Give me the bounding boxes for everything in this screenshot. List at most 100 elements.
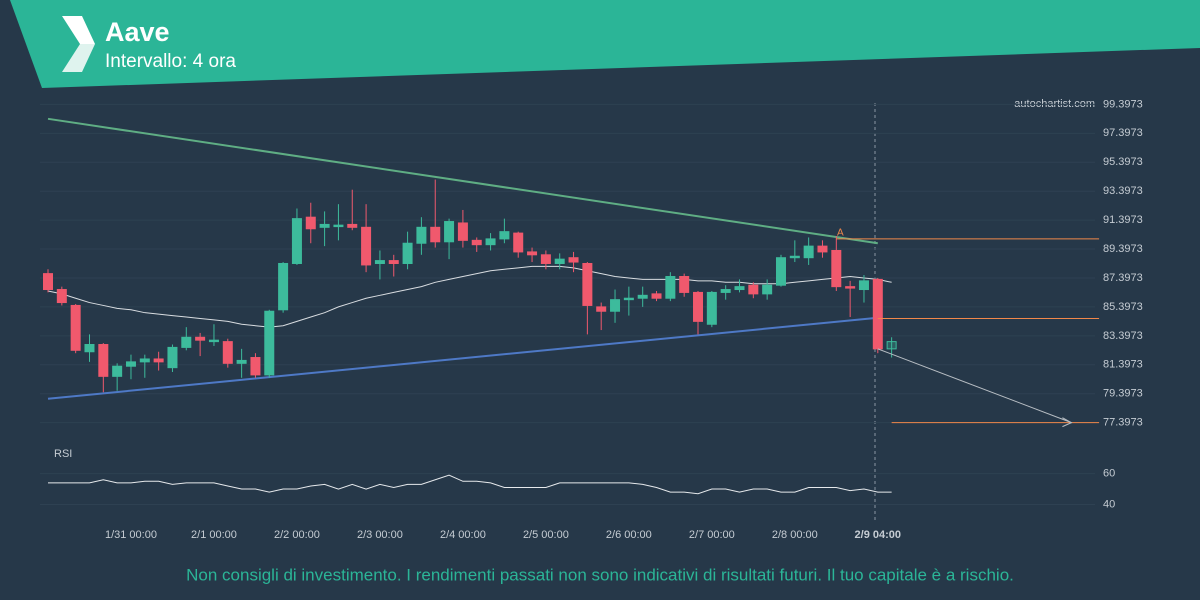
candle-body (305, 216, 316, 230)
x-tick-label: 2/2 00:00 (274, 529, 320, 541)
candle-body (70, 304, 81, 351)
y-tick-label: 79.3973 (1103, 388, 1143, 400)
candle-body (402, 242, 413, 264)
x-tick-label: 1/31 00:00 (105, 529, 157, 541)
candle-body (319, 223, 330, 228)
level-label: A (837, 228, 844, 239)
candle-body (278, 262, 289, 311)
candle-body (858, 280, 869, 291)
forecast-arrowhead (1062, 417, 1073, 428)
candle-body (720, 289, 731, 293)
x-tick-label: 2/8 00:00 (772, 529, 818, 541)
y-tick-label: 81.3973 (1103, 359, 1143, 371)
y-tick-label: 87.3973 (1103, 272, 1143, 284)
candle-body (112, 365, 123, 377)
candle-body (499, 231, 510, 240)
candle-body (485, 238, 496, 246)
candle-body (361, 226, 372, 266)
candle-body (886, 341, 897, 350)
candle-body (775, 257, 786, 286)
candle-body (623, 297, 634, 301)
candle-body (872, 278, 883, 350)
candle-body (554, 258, 565, 264)
candle-body (527, 251, 538, 256)
candle-body (748, 284, 759, 295)
y-tick-label: 93.3973 (1103, 185, 1143, 197)
x-tick-label: 2/5 00:00 (523, 529, 569, 541)
candle-body (540, 254, 551, 264)
candle-body (167, 346, 178, 369)
y-tick-label: 99.3973 (1103, 98, 1143, 110)
candle-body (139, 358, 150, 363)
disclaimer: Non consigli di investimento. I rendimen… (186, 565, 1014, 584)
candle-body (789, 255, 800, 259)
x-tick-label: 2/3 00:00 (357, 529, 403, 541)
x-tick-label: 2/4 00:00 (440, 529, 486, 541)
candle-body (651, 293, 662, 299)
y-tick-label: 77.3973 (1103, 417, 1143, 429)
y-tick-label: 95.3973 (1103, 156, 1143, 168)
candle-body (98, 344, 109, 377)
candle-body (388, 260, 399, 264)
x-tick-label: 2/1 00:00 (191, 529, 237, 541)
candle-body (457, 222, 468, 241)
candle-body (416, 226, 427, 244)
candle-body (181, 336, 192, 348)
candle-body (153, 358, 164, 363)
logo (62, 44, 95, 72)
candle-body (513, 232, 524, 253)
candle-body (56, 289, 67, 304)
candle-body (845, 286, 856, 289)
rsi-tick-label: 40 (1103, 498, 1115, 510)
candle-body (762, 284, 773, 295)
candle-body (610, 299, 621, 312)
candle-body (430, 226, 441, 243)
candle-body (250, 357, 261, 376)
x-tick-label: 2/9 04:00 (855, 529, 901, 541)
candle-body (374, 260, 385, 264)
candle-body (43, 273, 53, 291)
logo (62, 16, 95, 44)
candle-body (568, 257, 579, 263)
candle-body (734, 286, 745, 291)
candle-body (222, 341, 233, 364)
candle-body (693, 291, 704, 322)
candle-body (84, 344, 95, 353)
rsi-label: RSI (54, 448, 72, 460)
candle-body (236, 359, 247, 364)
rsi-tick-label: 60 (1103, 467, 1115, 479)
candle-body (264, 310, 275, 376)
candle-body (291, 218, 302, 264)
rsi-line (48, 474, 892, 495)
trendline (47, 316, 878, 400)
moving-average (47, 265, 892, 328)
trendline (47, 117, 878, 245)
candle-body (125, 361, 136, 367)
title: Aave (105, 17, 170, 47)
candle-body (444, 221, 455, 243)
candle-body (637, 294, 648, 299)
candle-body (208, 339, 219, 343)
y-tick-label: 89.3973 (1103, 243, 1143, 255)
x-tick-label: 2/6 00:00 (606, 529, 652, 541)
candle-body (831, 249, 842, 288)
subtitle: Intervallo: 4 ora (105, 51, 236, 72)
candle-body (679, 276, 690, 293)
forecast-line (877, 348, 1072, 424)
header-band (10, 0, 1200, 88)
candle-body (471, 239, 482, 246)
y-tick-label: 85.3973 (1103, 301, 1143, 313)
y-tick-label: 83.3973 (1103, 330, 1143, 342)
candle-body (195, 336, 206, 341)
y-tick-label: 97.3973 (1103, 127, 1143, 139)
candle-body (582, 262, 593, 306)
candle-body (706, 291, 717, 325)
candle-body (803, 245, 814, 259)
y-tick-label: 91.3973 (1103, 214, 1143, 226)
candle-body (665, 276, 676, 299)
x-tick-label: 2/7 00:00 (689, 529, 735, 541)
candle-body (596, 306, 607, 312)
candle-body (347, 223, 358, 228)
